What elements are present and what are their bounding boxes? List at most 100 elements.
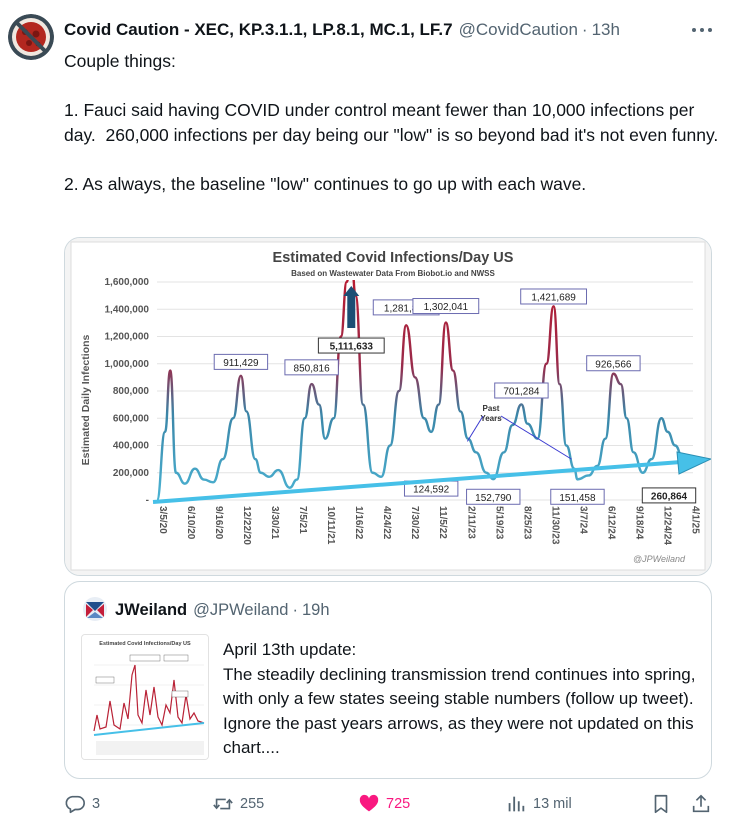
x-tick-label: 9/18/24 <box>634 506 645 540</box>
x-tick-label: 12/24/24 <box>661 506 672 545</box>
series-path <box>157 280 693 502</box>
x-tick-label: 3/30/21 <box>269 506 280 540</box>
timestamp[interactable]: 13h <box>591 20 620 39</box>
retweet-icon <box>213 798 233 810</box>
reply-count: 3 <box>92 796 101 812</box>
data-label-text: 911,429 <box>223 358 259 369</box>
reply-icon <box>65 795 85 814</box>
x-tick-label: 10/11/21 <box>325 506 336 545</box>
y-tick-label: 1,000,000 <box>105 359 150 370</box>
retweet-count: 255 <box>240 796 265 812</box>
like-button[interactable]: 725 <box>358 793 410 815</box>
data-label-text: 1,302,041 <box>424 302 469 313</box>
y-tick-label: 400,000 <box>113 441 150 452</box>
x-tick-label: 3/7/24 <box>577 506 588 534</box>
x-tick-label: 4/1/25 <box>690 506 701 534</box>
x-tick-label: 6/12/24 <box>605 506 616 540</box>
x-tick-labels: 3/5/20 6/10/20 9/16/20 12/22/20 3/30/21 7/5/2… <box>157 506 701 545</box>
data-label-text: 124,592 <box>413 485 450 496</box>
data-label: 260,864 <box>641 487 697 504</box>
author-name[interactable]: Covid Caution - XEC, KP.3.1.1, LP.8.1, M… <box>64 20 453 39</box>
infections-chart: Estimated Covid Infections/Day US Based … <box>65 238 711 575</box>
data-label-box <box>466 488 521 505</box>
more-options-icon[interactable] <box>689 20 715 40</box>
author-avatar[interactable] <box>8 14 54 60</box>
reply-button[interactable]: 3 <box>64 793 100 815</box>
author-handle[interactable]: @CovidCaution <box>458 20 578 39</box>
data-labels: 911,429 850,816 5,111,633 1,281,8371,302,04… <box>213 288 697 505</box>
data-label: 701,284 <box>494 382 549 399</box>
trend-arrow-line <box>152 460 682 504</box>
x-tick-label: 12/22/20 <box>241 506 252 545</box>
data-label: 152,790 <box>466 488 521 505</box>
past-years-arrow-1 <box>466 415 484 442</box>
x-tick-label: 7/30/22 <box>409 506 420 540</box>
bookmark-button[interactable] <box>650 793 678 815</box>
data-label: 1,421,689 <box>520 288 588 305</box>
data-label-text: 926,566 <box>595 359 632 370</box>
quote-timestamp[interactable]: 19h <box>301 601 330 619</box>
share-icon <box>692 794 710 813</box>
share-button[interactable] <box>690 793 718 815</box>
data-label-text: 152,790 <box>475 493 512 504</box>
y-tick-label: 200,000 <box>113 468 150 479</box>
y-tick-labels: 1,600,000 1,400,000 1,200,000 1,000,000 800,… <box>105 277 150 506</box>
data-label: 151,458 <box>550 488 605 505</box>
data-label: 5,111,633 <box>317 337 385 354</box>
peak-arrow-shaft <box>347 296 356 328</box>
quote-separator-dot: · <box>292 601 298 619</box>
data-label-text: 5,111,633 <box>330 342 374 353</box>
quote-author-name[interactable]: JWeiland <box>115 601 188 619</box>
x-tick-label: 8/25/23 <box>521 506 532 540</box>
data-label: 911,429 <box>213 353 269 370</box>
quoted-tweet[interactable]: JWeiland @JPWeiland · 19h Estimated Covi… <box>64 581 712 779</box>
data-label: 1,302,041 <box>412 298 480 315</box>
data-label-text: 850,816 <box>294 363 331 374</box>
data-label-box <box>520 288 588 305</box>
series-line <box>157 280 693 502</box>
data-label-box <box>641 487 697 504</box>
chart-subtitle: Based on Wastewater Data From Biobot.io … <box>291 269 495 278</box>
data-label-text: 701,284 <box>503 387 540 398</box>
quote-text: April 13th update: The steadily declinin… <box>223 640 696 757</box>
retweet-button[interactable]: 255 <box>212 793 264 815</box>
tweet-header: Covid Caution - XEC, KP.3.1.1, LP.8.1, M… <box>64 20 620 40</box>
y-tick-label: 1,200,000 <box>105 332 150 343</box>
data-label-box <box>317 337 385 354</box>
data-label-text: 1,281,837 <box>384 303 429 314</box>
data-label-box <box>412 298 480 315</box>
separator-dot: · <box>581 20 588 39</box>
views-button[interactable]: 13 mil <box>505 793 572 815</box>
data-label-box <box>284 359 339 376</box>
thumb-title: Estimated Covid Infections/Day US <box>99 641 191 647</box>
x-tick-label: 1/16/22 <box>353 506 364 540</box>
quote-author-avatar[interactable] <box>83 597 107 621</box>
views-icon <box>508 796 525 812</box>
y-tick-label: - <box>146 495 149 506</box>
chart-credit: @JPWeiland <box>633 554 686 564</box>
x-tick-label: 5/19/23 <box>493 506 504 540</box>
chart-title: Estimated Covid Infections/Day US <box>273 250 514 266</box>
x-tick-label: 3/5/20 <box>157 506 168 534</box>
data-label-text: 260,864 <box>651 491 688 502</box>
data-label-box <box>494 382 549 399</box>
data-label-text: 151,458 <box>559 493 596 504</box>
x-tick-label: 11/5/22 <box>437 506 448 539</box>
chart-image[interactable]: Estimated Covid Infections/Day US Based … <box>64 237 712 576</box>
past-years-arrow-2 <box>500 415 572 460</box>
quote-chart-thumbnail[interactable]: Estimated Covid Infections/Day US <box>81 634 209 760</box>
chart-annotations: Past Years <box>152 286 711 504</box>
action-bar: 3 255 725 13 mil <box>64 793 724 819</box>
past-years-annotation: Past Years <box>480 404 502 423</box>
data-label-box <box>213 353 269 370</box>
y-tick-label: 1,400,000 <box>105 304 150 315</box>
x-tick-label: 6/10/20 <box>185 506 196 540</box>
y-tick-label: 600,000 <box>113 413 150 424</box>
y-tick-label: 800,000 <box>113 386 150 397</box>
x-tick-label: 7/5/21 <box>297 506 308 534</box>
quote-author-handle[interactable]: @JPWeiland <box>193 601 289 619</box>
x-tick-label: 9/16/20 <box>213 506 224 540</box>
x-tick-label: 11/30/23 <box>549 506 560 545</box>
x-tick-label: 4/24/22 <box>381 506 392 540</box>
